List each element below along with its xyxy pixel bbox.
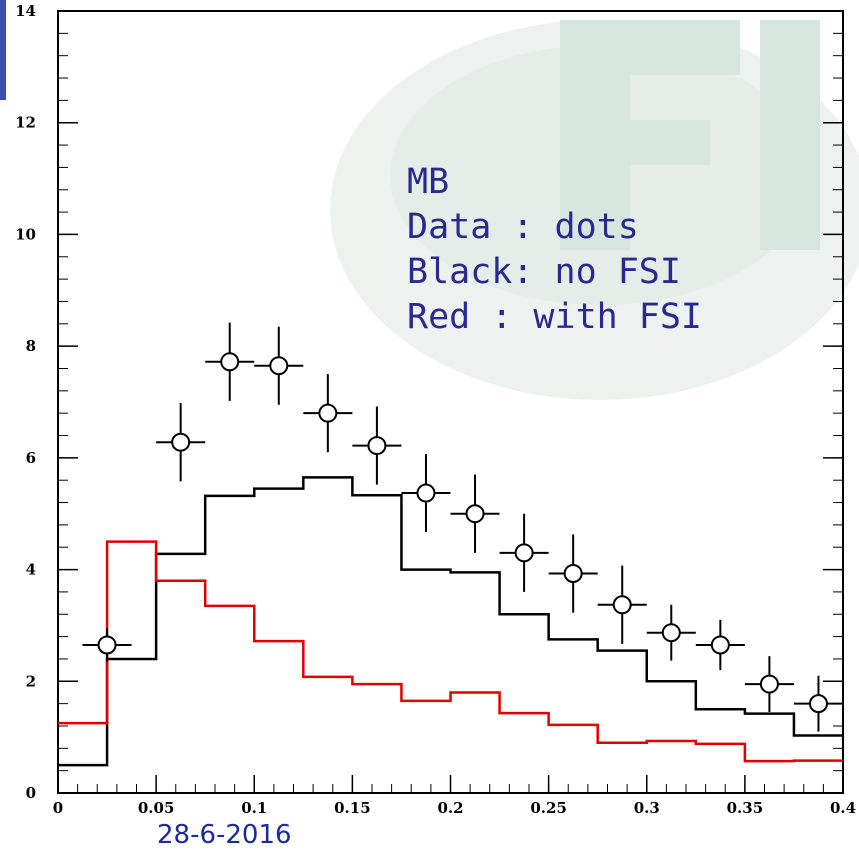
data-point (695, 619, 745, 671)
point-marker (710, 635, 730, 655)
data-points (82, 322, 843, 732)
y-tick-label: 14 (15, 2, 36, 20)
point-marker (612, 595, 632, 615)
y-tick-label: 12 (15, 114, 36, 132)
y-tick-label: 4 (26, 561, 36, 579)
y-tick-label: 6 (26, 449, 36, 467)
point-marker (563, 563, 583, 583)
legend-line-sample: MB (407, 162, 450, 202)
y-tick-label: 0 (26, 784, 36, 802)
legend-line-data: Data : dots (407, 207, 639, 247)
data-point (156, 403, 206, 482)
data-point (254, 326, 304, 405)
point-marker (808, 694, 828, 714)
point-marker (514, 543, 534, 563)
y-tick-label: 10 (15, 225, 36, 243)
x-tick-label: 0.2 (437, 799, 463, 817)
y-tick-label: 2 (26, 672, 36, 690)
x-tick-label: 0.35 (727, 799, 764, 817)
data-point (499, 513, 549, 592)
histogram-with-fsi (58, 540, 843, 763)
data-point (548, 534, 598, 613)
watermark-logo (330, 20, 859, 400)
point-marker (367, 436, 387, 456)
data-point (303, 374, 353, 453)
data-point (352, 406, 402, 485)
data-point (597, 565, 647, 644)
point-marker (759, 674, 779, 694)
x-axis-tick-labels: 0 0.05 0.1 0.15 0.2 0.25 0.3 0.35 0.4 (53, 799, 856, 817)
point-marker (318, 403, 338, 423)
x-tick-label: 0.3 (634, 799, 660, 817)
data-point (450, 474, 500, 553)
point-marker (269, 356, 289, 376)
annotation-legend: MB Data : dots Black: no FSI Red : with … (407, 160, 702, 340)
axis-ticks (57, 10, 844, 794)
step-line-no-fsi (58, 476, 843, 767)
y-axis-tick-labels: 0 2 4 6 8 10 12 14 (15, 2, 36, 802)
x-tick-label: 0.1 (241, 799, 267, 817)
x-tick-label: 0.4 (830, 799, 856, 817)
data-point (646, 604, 696, 661)
point-marker (171, 432, 191, 452)
x-tick-label: 0.25 (530, 799, 567, 817)
point-marker (97, 635, 117, 655)
data-point (82, 628, 132, 662)
x-tick-label: 0.05 (138, 799, 175, 817)
point-marker (661, 623, 681, 643)
x-tick-label: 0.15 (334, 799, 371, 817)
data-point (793, 675, 843, 732)
point-marker (465, 504, 485, 524)
point-marker (416, 483, 436, 503)
x-tick-label: 0 (53, 799, 63, 817)
step-line-with-fsi (58, 540, 843, 763)
histogram-no-fsi (58, 476, 843, 767)
slide-accent-bar (0, 0, 6, 100)
data-point (205, 322, 255, 401)
legend-line-black: Black: no FSI (407, 252, 681, 292)
data-point (744, 656, 794, 713)
data-point (401, 453, 451, 533)
y-tick-label: 8 (26, 337, 36, 355)
legend-line-red: Red : with FSI (407, 297, 703, 337)
point-marker (220, 352, 240, 372)
footer-date: 28-6-2016 (157, 820, 292, 850)
